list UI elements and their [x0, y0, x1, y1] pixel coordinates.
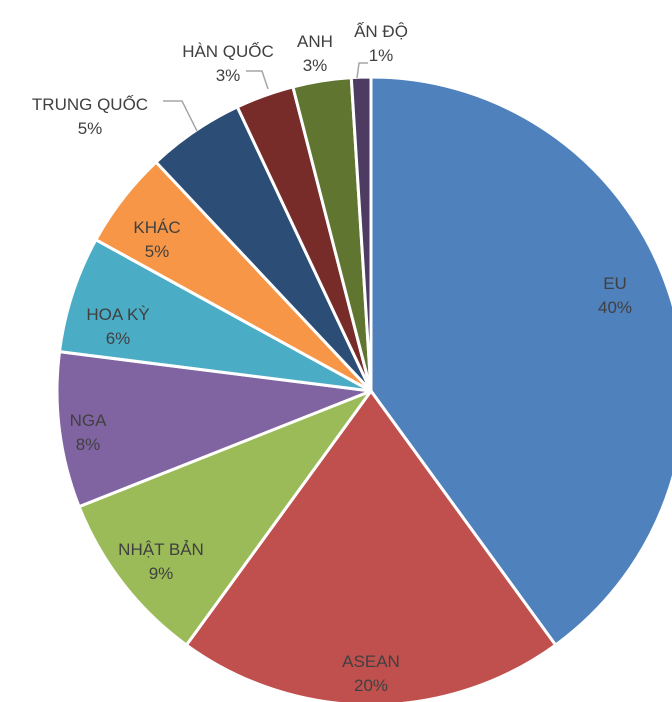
label-name: ANH: [297, 32, 333, 51]
label-name: EU: [603, 274, 627, 293]
label-percent: 40%: [598, 298, 632, 317]
label-percent: 8%: [76, 435, 101, 454]
label-han-quoc: HÀN QUỐC 3%: [182, 41, 274, 85]
label-percent: 6%: [106, 329, 131, 348]
slice-an-do: [349, 75, 373, 393]
label-percent: 5%: [78, 119, 103, 138]
label-khac: KHÁC 5%: [133, 218, 180, 261]
leader-line-an-do: [356, 62, 368, 79]
slice-eu: [369, 75, 672, 647]
slice-labels: EU 40% ASEAN 20% NHẬT BẢN 9% NGA 8% HOA KỲ 6% KHÁC…: [32, 22, 632, 695]
label-name: HÀN QUỐC: [182, 41, 274, 61]
label-name: NHẬT BẢN: [118, 540, 204, 559]
label-name: KHÁC: [133, 218, 180, 237]
leader-line-trung-quoc: [163, 100, 198, 132]
label-percent: 20%: [354, 676, 388, 695]
label-an-do: ẤN ĐỘ 1%: [354, 22, 408, 65]
slice-hoa-ky: [57, 238, 373, 393]
label-percent: 3%: [216, 66, 241, 85]
slice-nhat-ban: [77, 389, 373, 647]
label-percent: 5%: [145, 242, 170, 261]
label-nga: NGA 8%: [70, 411, 108, 454]
label-name: ẤN ĐỘ: [354, 22, 408, 41]
label-anh: ANH 3%: [297, 32, 333, 75]
label-eu: EU 40%: [598, 274, 632, 317]
label-percent: 1%: [369, 46, 394, 65]
label-name: HOA KỲ: [86, 305, 149, 324]
label-name: ASEAN: [342, 652, 400, 671]
label-percent: 9%: [149, 564, 174, 583]
label-name: TRUNG QUỐC: [32, 94, 148, 114]
pie-slices: [55, 75, 672, 702]
label-asean: ASEAN 20%: [342, 652, 400, 695]
slice-nga: [55, 350, 373, 509]
leader-lines: [163, 62, 368, 132]
label-hoa-ky: HOA KỲ 6%: [86, 305, 149, 348]
slice-asean: [184, 389, 558, 702]
label-name: NGA: [70, 411, 108, 430]
label-percent: 3%: [303, 56, 328, 75]
label-trung-quoc: TRUNG QUỐC 5%: [32, 94, 148, 138]
leader-line-han-quoc: [246, 70, 269, 90]
label-nhat-ban: NHẬT BẢN 9%: [118, 540, 204, 583]
